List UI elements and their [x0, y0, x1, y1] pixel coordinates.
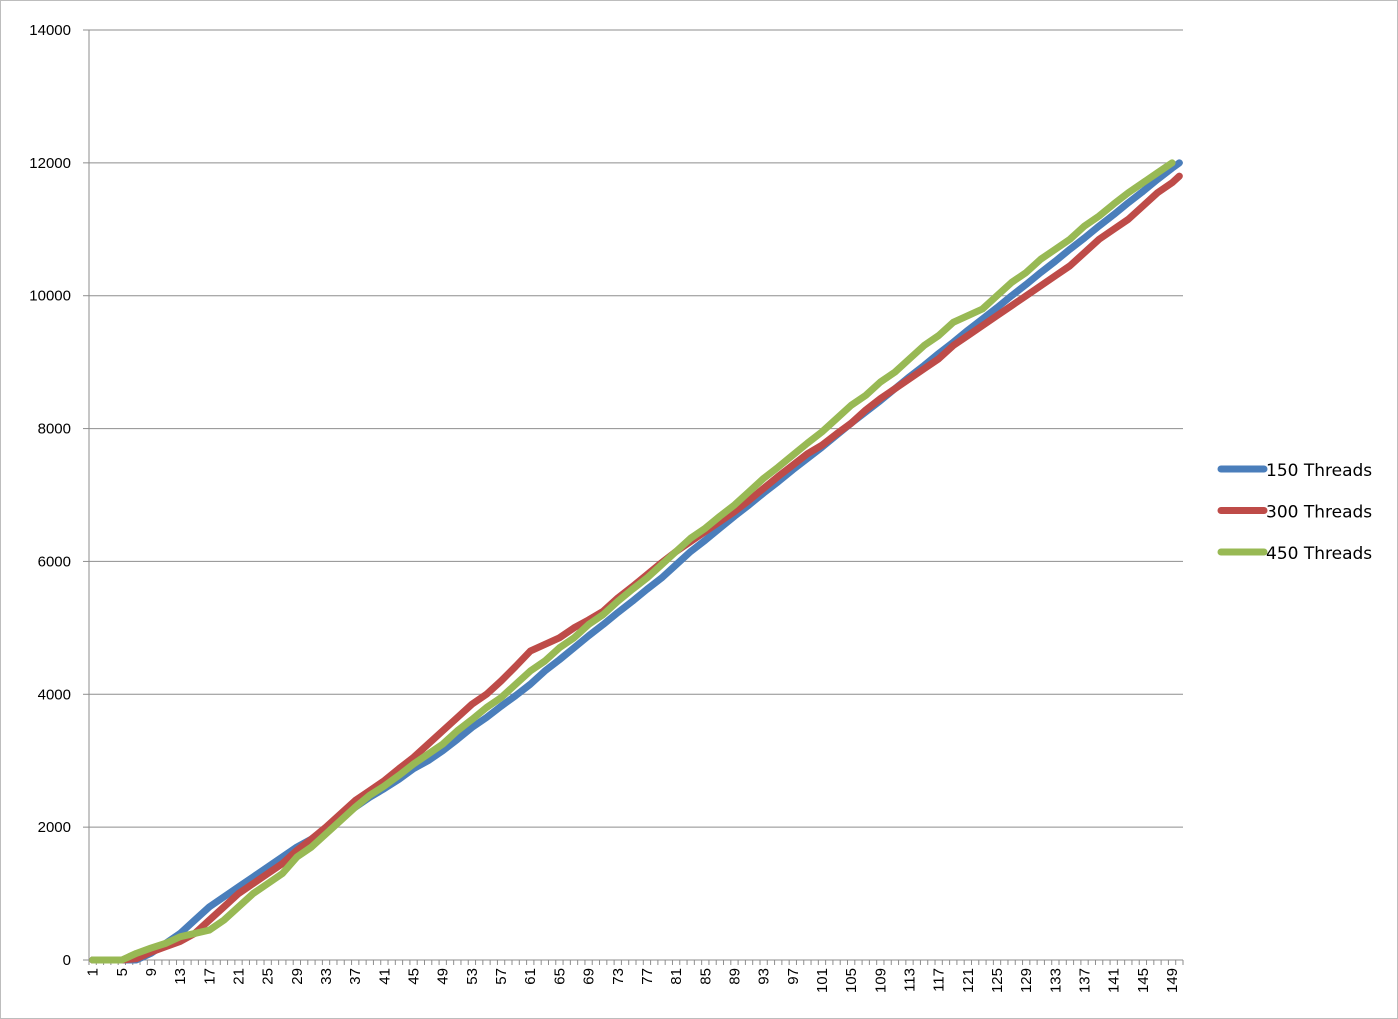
x-tick-label: 1: [85, 968, 102, 976]
y-tick-label: 6000: [38, 553, 71, 570]
x-tick-label: 121: [960, 968, 977, 993]
legend: 150 Threads 300 Threads 450 Threads: [1217, 461, 1372, 564]
x-tick-label: 89: [726, 968, 743, 985]
x-tick-label: 145: [1135, 968, 1152, 993]
x-tick-label: 81: [668, 968, 685, 985]
x-tick-label: 97: [785, 968, 802, 985]
x-tick-label: 37: [347, 968, 364, 985]
y-tick-label: 12000: [29, 155, 71, 172]
x-tick-label: 33: [318, 968, 335, 985]
x-tick-label: 17: [201, 968, 218, 985]
y-tick-label: 8000: [38, 421, 71, 438]
x-tick-label: 85: [697, 968, 714, 985]
y-tick-label: 4000: [38, 686, 71, 703]
x-tick-label: 41: [376, 968, 393, 985]
x-tick-label: 105: [843, 968, 860, 993]
x-tick-label: 101: [814, 968, 831, 993]
x-tick-label: 73: [610, 968, 627, 985]
x-tick-label: 13: [172, 968, 189, 985]
x-tick-label: 57: [493, 968, 510, 985]
x-tick-label: 65: [551, 968, 568, 985]
x-tick-labels: 1 5 9 13 17 21 25 29 33 37 41 45 49 53 57 61 65 69 73 77 81 8…: [85, 968, 1181, 993]
x-tick-label: 93: [756, 968, 773, 985]
x-tick-label: 61: [522, 968, 539, 985]
x-tick-label: 9: [143, 968, 160, 976]
x-tick-label: 5: [114, 968, 131, 976]
x-tick-label: 129: [1018, 968, 1035, 993]
x-tick-label: 113: [902, 968, 919, 992]
grid-lines: [89, 29, 1183, 828]
y-tick-labels: 0 2000 4000 6000 8000 10000 12000 14000: [29, 22, 71, 969]
x-tick-label: 53: [464, 968, 481, 985]
y-tick-label: 0: [63, 952, 71, 969]
x-tick-label: 77: [639, 968, 656, 985]
x-tick-label: 69: [581, 968, 598, 985]
x-tick-label: 21: [231, 968, 248, 985]
x-tick-label: 141: [1106, 968, 1123, 993]
x-tick-label: 25: [260, 968, 277, 985]
y-tick-label: 2000: [38, 819, 71, 836]
x-tick-label: 137: [1077, 968, 1094, 993]
legend-label: 450 Threads: [1266, 544, 1372, 564]
series-lines: [89, 159, 1183, 964]
x-tick-label: 109: [872, 968, 889, 993]
x-tick-label: 133: [1047, 968, 1064, 993]
x-tick-label: 49: [435, 968, 452, 985]
x-tick-label: 117: [931, 968, 948, 992]
x-tick-label: 29: [289, 968, 306, 985]
legend-label: 300 Threads: [1266, 503, 1372, 523]
series-line-450-threads: [89, 159, 1176, 964]
x-tick-label: 125: [989, 968, 1006, 993]
x-tick-label: 45: [406, 968, 423, 985]
legend-label: 150 Threads: [1266, 461, 1372, 481]
y-tick-label: 14000: [29, 22, 71, 39]
series-line-150-threads: [89, 159, 1183, 964]
axes: [83, 29, 1184, 965]
x-tick-label: 149: [1164, 968, 1181, 993]
y-tick-label: 10000: [29, 288, 71, 305]
